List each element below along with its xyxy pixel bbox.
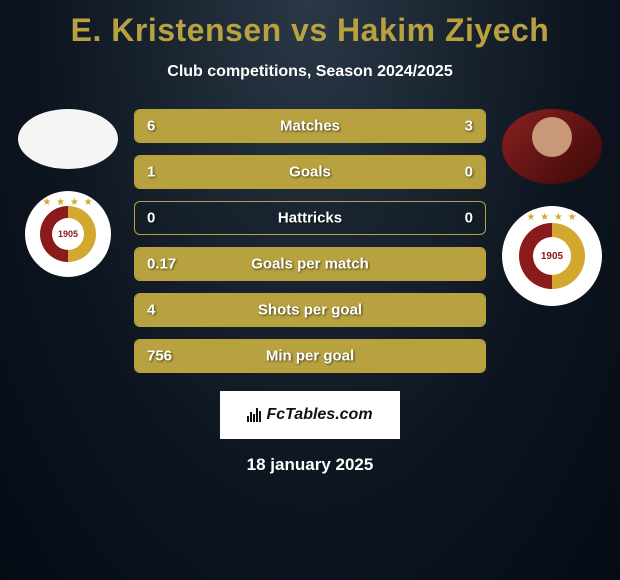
stat-row: 756 Min per goal	[134, 339, 486, 373]
player-photo-right	[502, 109, 602, 184]
watermark-text: FcTables.com	[266, 406, 372, 424]
club-stars-icon: ★ ★ ★ ★	[25, 197, 111, 208]
stat-value-left: 1	[147, 164, 155, 181]
stat-label: Shots per goal	[258, 302, 362, 319]
club-ring-icon: 1905	[40, 206, 96, 262]
stat-bar-left	[135, 156, 415, 188]
right-column: ★ ★ ★ ★ 1905	[492, 109, 612, 373]
stat-value-right: 3	[465, 118, 473, 135]
comparison-area: ★ ★ ★ ★ 1905 6Matches31Goals00Hattricks0…	[0, 109, 620, 373]
stat-value-left: 0.17	[147, 256, 176, 273]
page-title: E. Kristensen vs Hakim Ziyech	[0, 0, 620, 49]
club-stars-icon: ★ ★ ★ ★	[502, 212, 602, 223]
stat-value-left: 6	[147, 118, 155, 135]
stat-label: Min per goal	[266, 348, 354, 365]
stat-label: Matches	[280, 118, 340, 135]
watermark-badge: FcTables.com	[220, 391, 400, 439]
club-badge-right: ★ ★ ★ ★ 1905	[502, 206, 602, 306]
stat-value-left: 4	[147, 302, 155, 319]
stat-row: 4 Shots per goal	[134, 293, 486, 327]
left-column: ★ ★ ★ ★ 1905	[8, 109, 128, 373]
stat-label: Goals per match	[251, 256, 369, 273]
club-ring-icon: 1905	[519, 223, 585, 289]
stat-value-right: 0	[465, 164, 473, 181]
stats-column: 6 Matches 3 1 Goals 0 0 Hattricks 0 0.17 Goals per…	[128, 109, 492, 373]
stat-bar-right	[415, 156, 485, 188]
stat-label: Hattricks	[278, 210, 342, 227]
player-photo-left	[18, 109, 118, 169]
stat-row: 0.17 Goals per match	[134, 247, 486, 281]
club-year-left: 1905	[52, 218, 84, 250]
stat-value-left: 756	[147, 348, 172, 365]
watermark-bars-icon	[247, 408, 261, 422]
stat-label: Goals	[289, 164, 331, 181]
subtitle: Club competitions, Season 2024/2025	[0, 63, 620, 81]
club-badge-left: ★ ★ ★ ★ 1905	[25, 191, 111, 277]
stat-value-right: 0	[465, 210, 473, 227]
stat-row: 0 Hattricks 0	[134, 201, 486, 235]
stat-value-left: 0	[147, 210, 155, 227]
stat-row: 1 Goals 0	[134, 155, 486, 189]
date-text: 18 january 2025	[0, 455, 620, 475]
stat-row: 6 Matches 3	[134, 109, 486, 143]
club-year-right: 1905	[533, 237, 571, 275]
